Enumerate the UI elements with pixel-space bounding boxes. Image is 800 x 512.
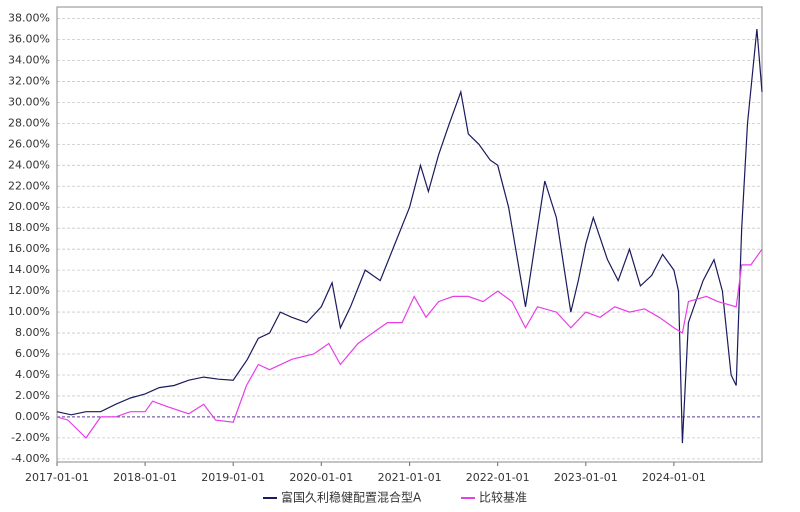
plot-frame <box>56 6 763 463</box>
y-tick-label: 32.00% <box>8 74 50 87</box>
y-tick-label: 36.00% <box>8 33 50 46</box>
y-tick-label: 16.00% <box>8 242 50 255</box>
x-tick-label: 2019-01-01 <box>201 471 265 484</box>
x-tick-label: 2020-01-01 <box>289 471 353 484</box>
y-tick-label: 4.00% <box>15 368 50 381</box>
x-tick-label: 2017-01-01 <box>25 471 89 484</box>
y-tick-label: -4.00% <box>11 452 50 465</box>
y-tick-label: 28.00% <box>8 116 50 129</box>
y-tick-label: 20.00% <box>8 200 50 213</box>
y-tick-label: 30.00% <box>8 95 50 108</box>
y-tick-label: 24.00% <box>8 158 50 171</box>
x-tick-label: 2018-01-01 <box>113 471 177 484</box>
y-tick-label: 8.00% <box>15 326 50 339</box>
y-tick-label: 14.00% <box>8 263 50 276</box>
y-tick-label: 38.00% <box>8 12 50 25</box>
y-tick-label: 0.00% <box>15 410 50 423</box>
y-tick-label: 18.00% <box>8 221 50 234</box>
x-tick-label: 2021-01-01 <box>378 471 442 484</box>
legend-label: 富国久利稳健配置混合型A <box>281 490 422 505</box>
series-line <box>56 28 763 444</box>
x-tick-label: 2023-01-01 <box>554 471 618 484</box>
x-tick-label: 2024-01-01 <box>642 471 706 484</box>
y-tick-label: -2.00% <box>11 431 50 444</box>
legend-label: 比较基准 <box>479 490 527 505</box>
series-line <box>56 248 763 439</box>
y-tick-label: 6.00% <box>15 347 50 360</box>
y-tick-label: 10.00% <box>8 305 50 318</box>
x-tick-label: 2022-01-01 <box>466 471 530 484</box>
y-tick-label: 2.00% <box>15 389 50 402</box>
y-tick-label: 26.00% <box>8 137 50 150</box>
y-tick-label: 12.00% <box>8 284 50 297</box>
y-tick-label: 34.00% <box>8 53 50 66</box>
y-tick-label: 22.00% <box>8 179 50 192</box>
